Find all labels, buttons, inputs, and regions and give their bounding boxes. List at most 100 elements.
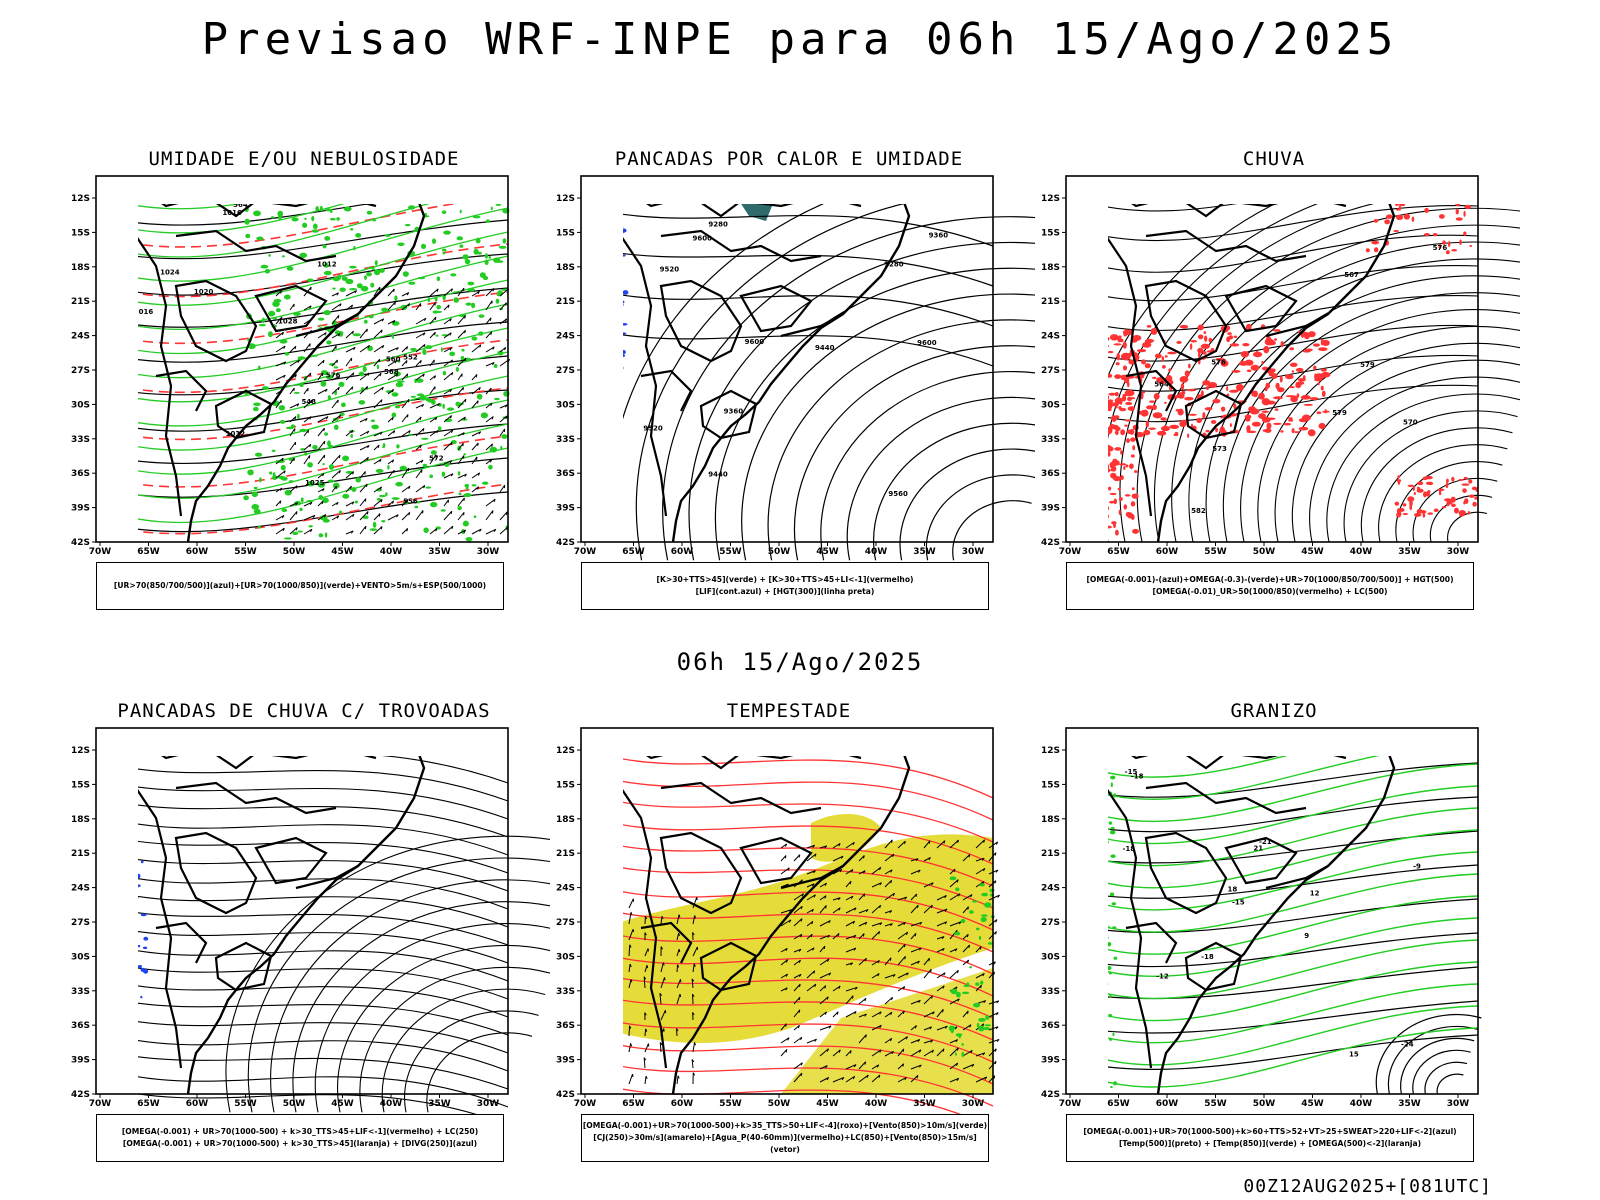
legend-line: [OMEGA(-0.001)+UR>70(1000-500)+k>35_TTS>… bbox=[582, 1121, 988, 1130]
lat-tick-label: 15S bbox=[71, 228, 90, 238]
legend-box: [OMEGA(-0.001) + UR>70(1000-500) + k>30_… bbox=[96, 1114, 504, 1162]
lat-tick-label: 27S bbox=[1041, 918, 1060, 928]
lon-tick-label: 55W bbox=[234, 1099, 257, 1109]
legend-line: [OMEGA(-0.001)-(azul)+OMEGA(-0.3)-(verde… bbox=[1086, 575, 1454, 584]
lon-tick-label: 30W bbox=[477, 547, 500, 557]
lat-tick-label: 27S bbox=[556, 918, 575, 928]
contour-value-label: -9 bbox=[1413, 862, 1421, 870]
lon-tick-label: 30W bbox=[962, 547, 985, 557]
lat-tick-label: 12S bbox=[71, 194, 90, 204]
legend-line: [Temp(500)](preto) + [Temp(850)](verde) … bbox=[1118, 1139, 1422, 1148]
contour-value-label: -24 bbox=[1401, 1040, 1414, 1048]
panel-title: CHUVA bbox=[1242, 148, 1306, 170]
lat-tick-label: 18S bbox=[71, 815, 90, 825]
contour-value-label: 556 bbox=[403, 497, 418, 505]
map-frame bbox=[95, 727, 509, 1095]
lat-tick-label: 18S bbox=[556, 815, 575, 825]
lon-tick-label: 35W bbox=[428, 547, 451, 557]
contour-value-label: 564 bbox=[233, 201, 248, 209]
lat-tick-label: 27S bbox=[556, 366, 575, 376]
contour-value-label: -12 bbox=[1156, 973, 1169, 981]
contour-value-label: 1032 bbox=[226, 430, 246, 438]
panel-tempestade: TEMPESTADE 12S 15S 18S 21S 24S 27S 30S 33S 36S 39… bbox=[539, 700, 1039, 1190]
contour-value-label: 9600 bbox=[692, 234, 712, 242]
contour-value-label: -18 bbox=[1201, 953, 1214, 961]
contour-value-label: 9 bbox=[1304, 932, 1309, 940]
lat-tick-label: 15S bbox=[556, 228, 575, 238]
map-chuva: 582 579 576 573 570 567 564 576 579 12S 15S 18S 21S 2… bbox=[1041, 175, 1520, 557]
lat-tick-label: 36S bbox=[556, 469, 575, 479]
lat-tick-label: 21S bbox=[1041, 297, 1060, 307]
legend-box: [OMEGA(-0.001)-(azul)+OMEGA(-0.3)-(verde… bbox=[1066, 562, 1474, 610]
map-frame bbox=[1065, 175, 1479, 543]
lon-tick-label: 45W bbox=[331, 547, 354, 557]
lon-tick-label: 45W bbox=[816, 1099, 839, 1109]
lat-tick-label: 21S bbox=[556, 297, 575, 307]
valid-time-label: 06h 15/Ago/2025 bbox=[676, 648, 924, 676]
contour-value-label: 567 bbox=[1344, 271, 1359, 279]
lon-tick-label: 45W bbox=[331, 1099, 354, 1109]
lat-tick-label: 24S bbox=[71, 332, 90, 342]
contour-value-label: 9360 bbox=[929, 232, 949, 240]
lat-tick-label: 42S bbox=[1041, 538, 1060, 548]
lat-tick-label: 18S bbox=[556, 263, 575, 273]
lat-tick-label: 33S bbox=[71, 435, 90, 445]
lat-tick-label: 27S bbox=[71, 918, 90, 928]
contour-value-label: 12 bbox=[1310, 890, 1320, 898]
legend-line: [OMEGA(-0.01)_UR>50(1000/850)(vermelho) … bbox=[1152, 587, 1388, 596]
contour-value-label: 15 bbox=[1349, 1051, 1359, 1059]
lat-tick-label: 21S bbox=[71, 849, 90, 859]
lon-tick-label: 55W bbox=[234, 547, 257, 557]
contour-value-label: 21 bbox=[1253, 844, 1263, 852]
lat-tick-label: 18S bbox=[1041, 815, 1060, 825]
lon-tick-label: 40W bbox=[380, 1099, 403, 1109]
lon-tick-label: 65W bbox=[1107, 1099, 1130, 1109]
lat-tick-label: 30S bbox=[71, 400, 90, 410]
lon-tick-label: 40W bbox=[865, 1099, 888, 1109]
contour-value-label: -18 bbox=[1122, 845, 1135, 853]
lat-tick-label: 12S bbox=[1041, 746, 1060, 756]
contour-value-label: 1024 bbox=[160, 269, 180, 277]
lat-tick-label: 33S bbox=[71, 987, 90, 997]
lat-tick-label: 27S bbox=[71, 366, 90, 376]
lat-tick-label: 33S bbox=[1041, 987, 1060, 997]
lon-tick-label: 40W bbox=[380, 547, 403, 557]
lat-tick-label: 30S bbox=[71, 952, 90, 962]
legend-line: [CJ(250)>30m/s](amarelo)+[Agua_P(40-60mm… bbox=[593, 1133, 977, 1154]
contour-value-label: 552 bbox=[403, 353, 418, 361]
lat-tick-label: 36S bbox=[1041, 469, 1060, 479]
contour-value-label: 1025 bbox=[305, 479, 325, 487]
lon-tick-label: 65W bbox=[137, 547, 160, 557]
lat-tick-label: 39S bbox=[71, 504, 90, 514]
lat-tick-label: 12S bbox=[556, 194, 575, 204]
lon-tick-label: 35W bbox=[1398, 547, 1421, 557]
lon-tick-label: 40W bbox=[865, 547, 888, 557]
lat-tick-label: 21S bbox=[1041, 849, 1060, 859]
contour-value-label: 1028 bbox=[278, 317, 298, 325]
contour-value-label: 9360 bbox=[724, 408, 744, 416]
lon-tick-label: 30W bbox=[1447, 1099, 1470, 1109]
lat-tick-label: 15S bbox=[71, 780, 90, 790]
contour-value-label: 9280 bbox=[708, 221, 728, 229]
lat-tick-label: 42S bbox=[1041, 1090, 1060, 1100]
lat-tick-label: 39S bbox=[71, 1056, 90, 1066]
panel-trovoadas: PANCADAS DE CHUVA C/ TROVOADAS 12S 15S 18S… bbox=[54, 700, 554, 1190]
contour-value-label: 548 bbox=[301, 398, 316, 406]
lon-tick-label: 70W bbox=[89, 1099, 112, 1109]
lat-tick-label: 33S bbox=[556, 435, 575, 445]
lat-tick-label: 36S bbox=[71, 1021, 90, 1031]
legend-box: [UR>70(850/700/500)](azul)+[UR>70(1000/8… bbox=[96, 562, 504, 610]
lon-tick-label: 55W bbox=[719, 547, 742, 557]
lon-tick-label: 65W bbox=[1107, 547, 1130, 557]
contour-value-label: 1020 bbox=[194, 288, 214, 296]
lon-tick-label: 50W bbox=[1253, 547, 1276, 557]
panel-title: PANCADAS DE CHUVA C/ TROVOADAS bbox=[117, 700, 491, 722]
contour-value-label: 570 bbox=[1403, 418, 1418, 426]
lon-tick-label: 50W bbox=[1253, 1099, 1276, 1109]
legend-line: [K>30+TTS>45](verde) + [K>30+TTS>45+LI<-… bbox=[656, 575, 914, 584]
contour-value-label: 576 bbox=[326, 371, 341, 379]
lat-tick-label: 30S bbox=[1041, 952, 1060, 962]
lat-tick-label: 24S bbox=[1041, 884, 1060, 894]
lon-tick-label: 30W bbox=[962, 1099, 985, 1109]
lon-tick-label: 70W bbox=[574, 547, 597, 557]
